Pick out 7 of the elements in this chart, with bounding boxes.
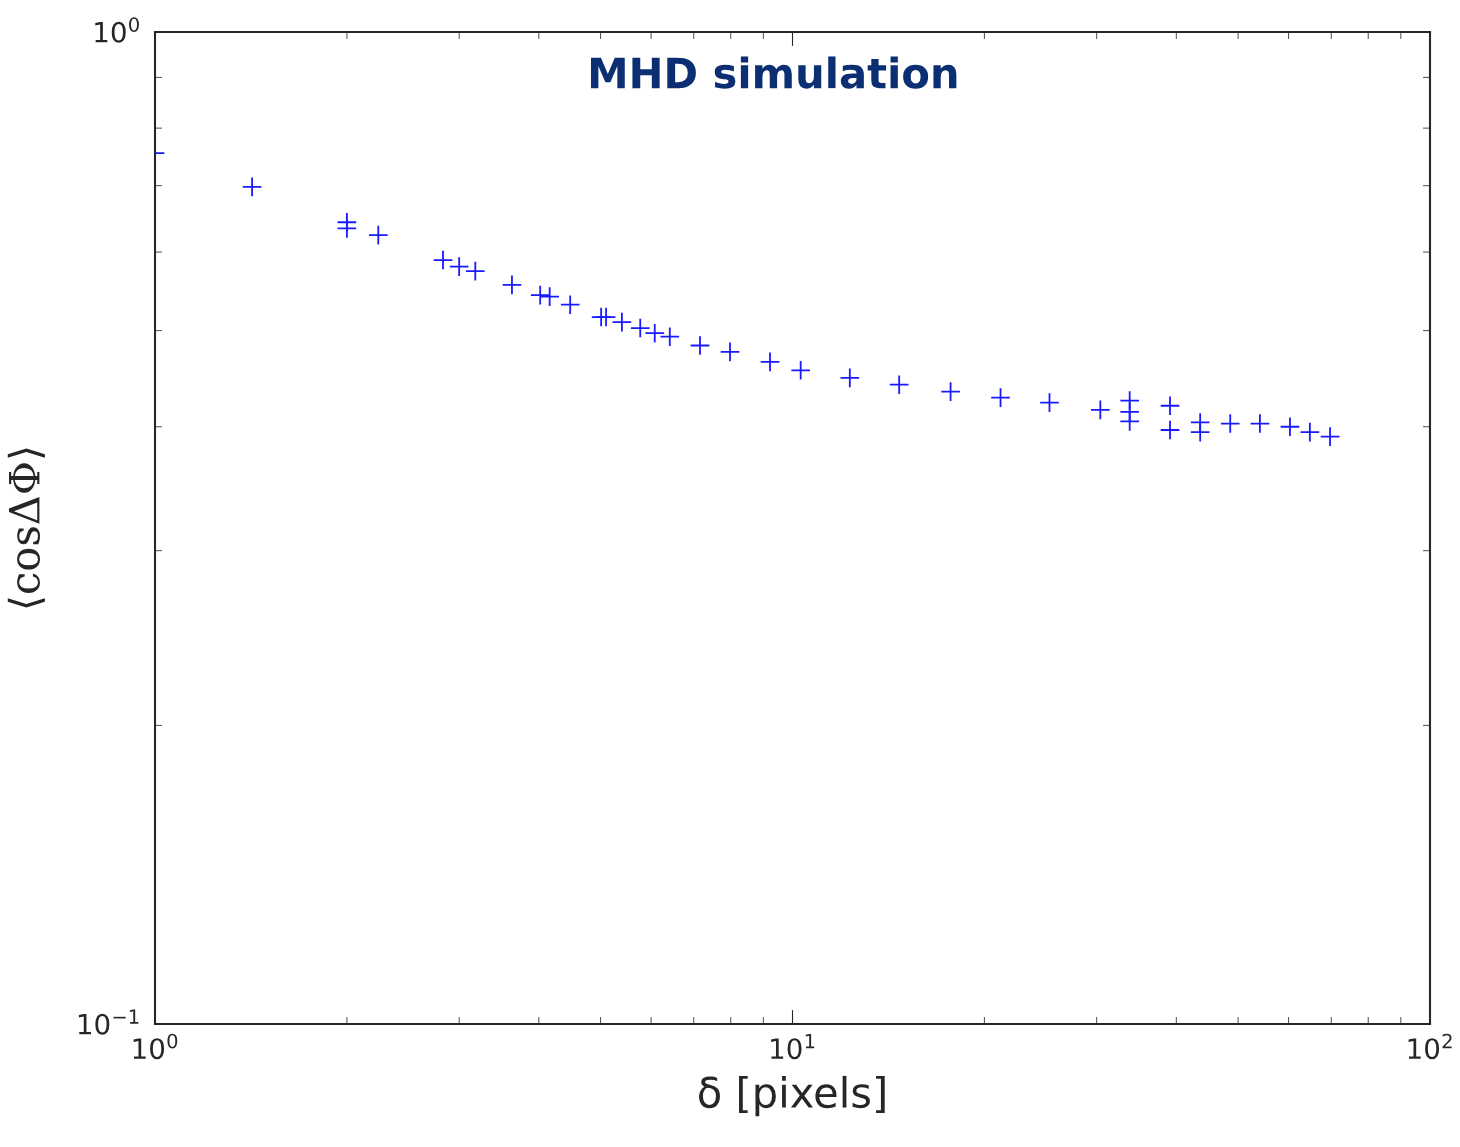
x-tick-label: 10$^{1}$ <box>771 1034 815 1060</box>
x-tick-label: 10$^{2}$ <box>1408 1033 1452 1060</box>
y-tick-label: 10$^{−1}$ <box>78 1009 139 1035</box>
chart-title: MHD simulation <box>590 56 957 89</box>
y-axis-title: ⟨cosΔΦ⟩ <box>7 448 45 608</box>
x-tick-label: 10$^{0}$ <box>133 1033 178 1060</box>
x-axis-title: δ [pixels] <box>699 1075 885 1117</box>
